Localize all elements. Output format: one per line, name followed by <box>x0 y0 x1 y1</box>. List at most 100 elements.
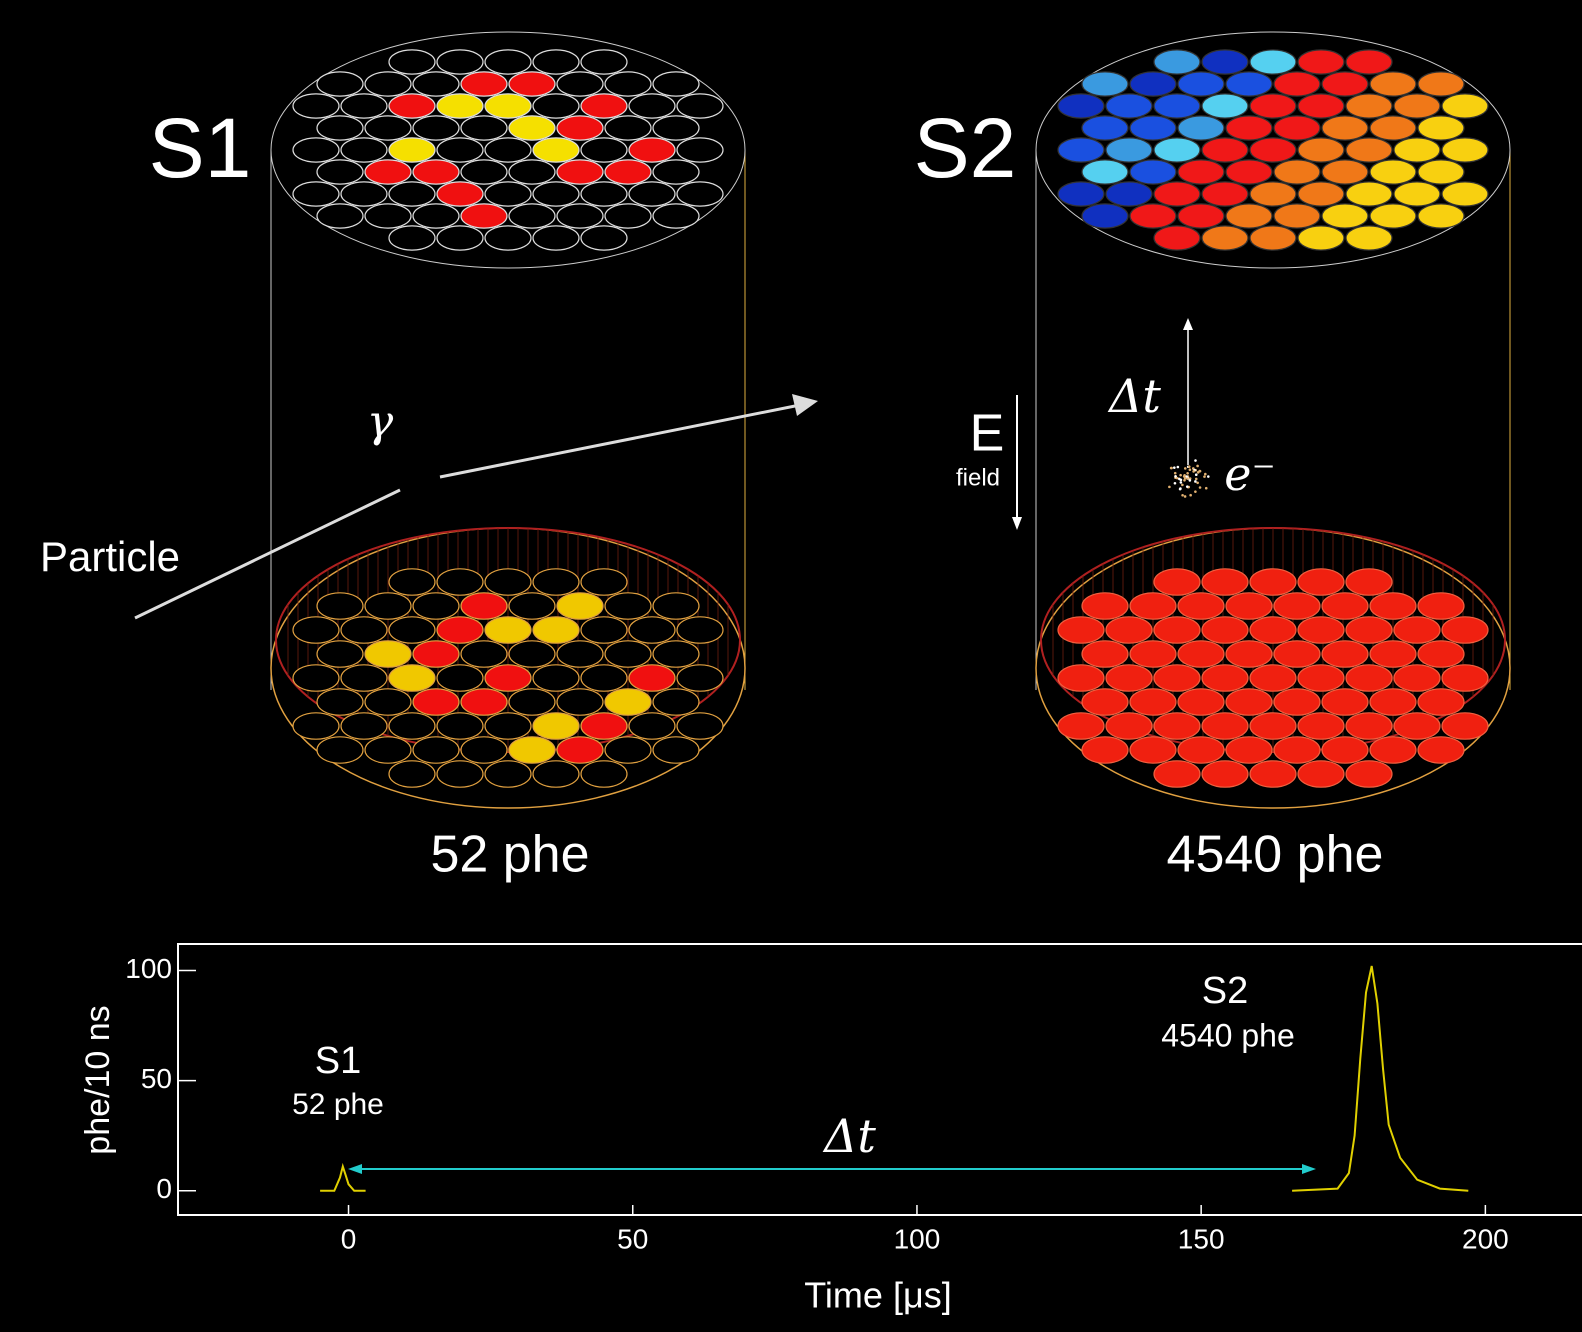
electron <box>1204 486 1208 490</box>
pmt <box>1177 203 1225 229</box>
pmt <box>508 159 556 185</box>
pmt <box>1369 688 1417 716</box>
cylinder-top <box>270 31 746 269</box>
pmt <box>1225 159 1273 185</box>
pmt <box>580 568 628 596</box>
peak-label: S1 <box>315 1040 361 1082</box>
pmt <box>532 137 580 163</box>
electron <box>1203 475 1206 478</box>
pmt <box>1417 592 1465 620</box>
pmt <box>316 159 364 185</box>
pmt <box>1105 93 1153 119</box>
pmt <box>1321 159 1369 185</box>
pmt <box>580 664 628 692</box>
pmt <box>1057 712 1105 740</box>
x-tick-label: 50 <box>617 1223 648 1254</box>
pmt <box>1345 181 1393 207</box>
electron <box>1186 477 1189 480</box>
pmt <box>508 688 556 716</box>
pmt <box>388 49 436 75</box>
particle-label: Particle <box>40 533 180 580</box>
pmt <box>508 640 556 668</box>
pmt <box>340 137 388 163</box>
pmt <box>652 159 700 185</box>
pmt <box>484 712 532 740</box>
pmt <box>1297 616 1345 644</box>
pmt <box>436 664 484 692</box>
pmt <box>1081 592 1129 620</box>
pmt <box>292 93 340 119</box>
peak-count: 4540 phe <box>1161 1017 1294 1053</box>
pmt <box>1273 203 1321 229</box>
pmt <box>484 568 532 596</box>
pmt <box>316 640 364 668</box>
electron <box>1188 468 1192 472</box>
pmt <box>1297 225 1345 251</box>
pmt <box>316 115 364 141</box>
x-axis-label: Time [μs] <box>804 1275 951 1316</box>
pmt <box>388 664 436 692</box>
pmt <box>1417 71 1465 97</box>
pmt <box>1345 664 1393 692</box>
pmt <box>1129 736 1177 764</box>
pmt <box>1273 115 1321 141</box>
pmt <box>460 592 508 620</box>
pmt <box>1081 688 1129 716</box>
pmt <box>1393 137 1441 163</box>
particle-track <box>134 488 401 620</box>
pmt <box>676 137 724 163</box>
pmt <box>436 49 484 75</box>
pmt <box>316 688 364 716</box>
pmt <box>556 688 604 716</box>
pmt <box>1297 49 1345 75</box>
pmt <box>1105 712 1153 740</box>
pmt <box>1321 592 1369 620</box>
pmt <box>1105 664 1153 692</box>
pmt <box>1105 137 1153 163</box>
pmt <box>1249 760 1297 788</box>
panel-count: 52 phe <box>430 826 589 884</box>
pmt <box>1369 71 1417 97</box>
arrow-head <box>792 394 818 416</box>
pmt <box>1177 159 1225 185</box>
pmt <box>460 159 508 185</box>
electron <box>1192 470 1195 473</box>
pmt <box>484 181 532 207</box>
pmt <box>1153 181 1201 207</box>
pmt <box>1153 225 1201 251</box>
pmt <box>436 616 484 644</box>
field-sub: field <box>956 464 1000 491</box>
pmt <box>484 225 532 251</box>
pmt <box>532 225 580 251</box>
electron <box>1173 471 1177 475</box>
pmt <box>1369 736 1417 764</box>
pmt <box>460 71 508 97</box>
electron <box>1183 495 1187 498</box>
pmt <box>652 640 700 668</box>
electron <box>1204 472 1207 476</box>
pmt <box>1321 688 1369 716</box>
axes-frame <box>177 943 1582 1216</box>
pmt <box>556 736 604 764</box>
pmt <box>628 93 676 119</box>
panel-count: 4540 phe <box>1167 826 1384 884</box>
pmt <box>436 568 484 596</box>
pmt <box>460 203 508 229</box>
pmt <box>1201 137 1249 163</box>
pmt <box>1057 137 1105 163</box>
pmt <box>1441 712 1489 740</box>
electron <box>1181 493 1184 497</box>
pmt <box>316 203 364 229</box>
y-axis-label: phe/10 ns <box>79 1005 117 1154</box>
pmt <box>460 115 508 141</box>
peak-label: S2 <box>1202 970 1248 1012</box>
pmt <box>1081 203 1129 229</box>
pmt <box>1273 592 1321 620</box>
pmt <box>1441 137 1489 163</box>
arrow-head <box>1012 517 1022 530</box>
pmt <box>532 616 580 644</box>
pmt <box>1393 93 1441 119</box>
pmt <box>1129 592 1177 620</box>
pmt <box>1345 712 1393 740</box>
pmt <box>1297 760 1345 788</box>
